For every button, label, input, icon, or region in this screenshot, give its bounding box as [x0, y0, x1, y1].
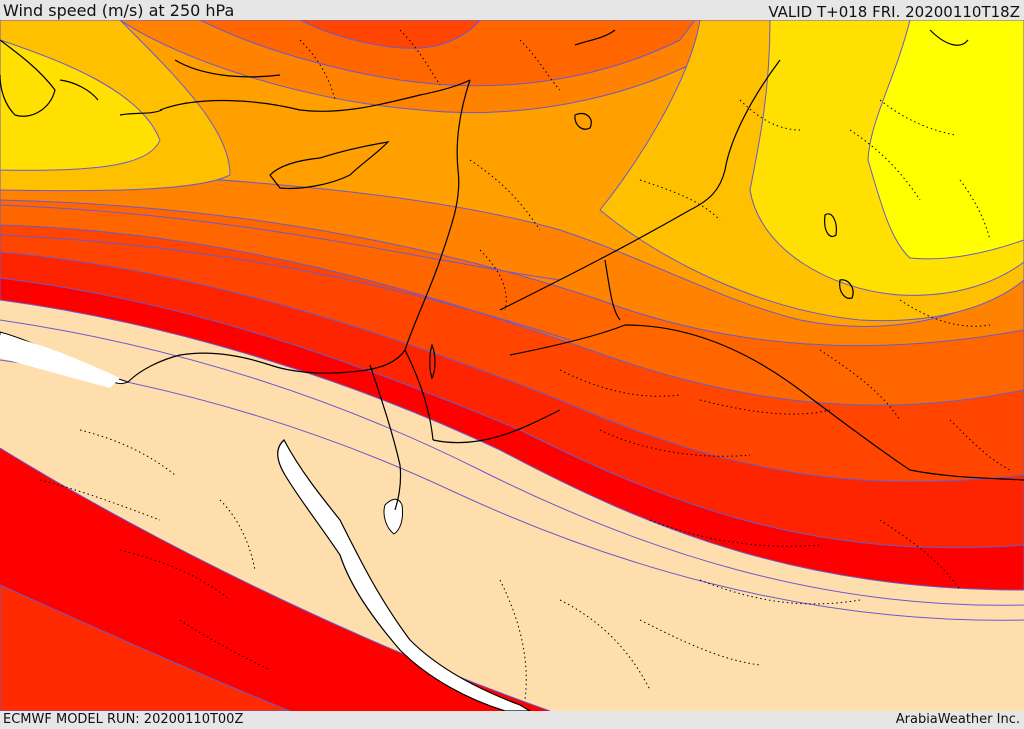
model-run-label: ECMWF MODEL RUN: 20200110T00Z [3, 712, 244, 727]
credit-label: ArabiaWeather Inc. [895, 712, 1020, 727]
sea-nw-lobe [0, 335, 120, 388]
header-bar: Wind speed (m/s) at 250 hPa VALID T+018 … [0, 0, 1024, 21]
wind-speed-map[interactable] [0, 20, 1024, 711]
coastlines [0, 29, 1024, 511]
contour-south [0, 447, 551, 711]
band-north-dark [199, 20, 696, 87]
sea-red-sea [277, 439, 532, 711]
province-borders [39, 29, 1011, 701]
map-title: Wind speed (m/s) at 250 hPa [3, 1, 235, 20]
map-panel[interactable] [0, 20, 1024, 711]
footer-bar: ECMWF MODEL RUN: 20200110T00Z ArabiaWeat… [0, 711, 1024, 729]
band-north-core [299, 20, 481, 49]
valid-time: VALID T+018 FRI. 20200110T18Z [768, 3, 1020, 21]
isotach-lines [0, 204, 1024, 621]
band-ne-core [867, 20, 1024, 260]
band-south-jet-core [0, 584, 291, 711]
sea-gulf-of-aqaba [383, 498, 403, 535]
band-south-jet [0, 448, 550, 711]
